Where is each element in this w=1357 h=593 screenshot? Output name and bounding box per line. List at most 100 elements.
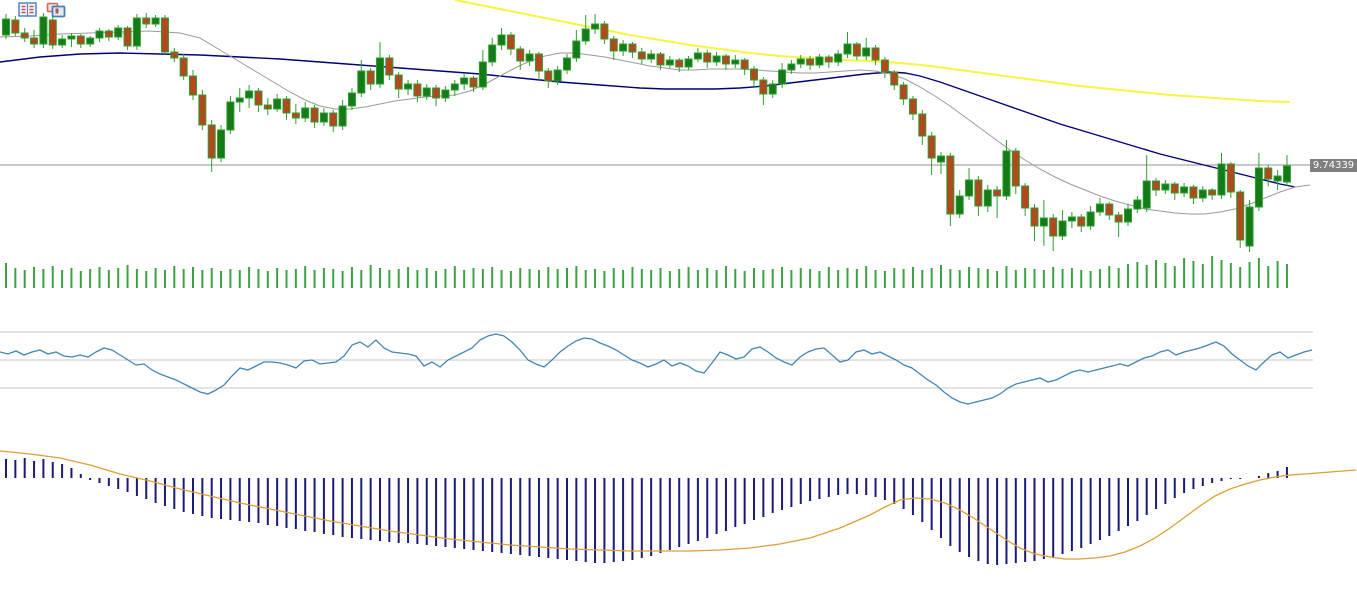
candle-bearish bbox=[1208, 189, 1217, 196]
candle-bullish bbox=[450, 83, 459, 91]
candle-bearish bbox=[394, 74, 403, 90]
candle-bullish bbox=[563, 57, 571, 71]
candle-bullish bbox=[843, 43, 852, 55]
candle-bullish bbox=[357, 70, 366, 94]
candle-bullish bbox=[1058, 220, 1067, 237]
candle-bearish bbox=[1021, 185, 1030, 209]
candle-bearish bbox=[282, 98, 291, 114]
main-chart-panel[interactable] bbox=[0, 0, 1311, 252]
candle-bullish bbox=[58, 38, 67, 46]
candle-bearish bbox=[1152, 180, 1161, 191]
candle-bearish bbox=[366, 70, 375, 85]
candle-bullish bbox=[376, 57, 384, 85]
candle-bullish bbox=[581, 28, 590, 42]
candle-bullish bbox=[834, 53, 843, 63]
candle-bullish bbox=[95, 30, 104, 39]
candle-bullish bbox=[1254, 167, 1263, 208]
candle-bearish bbox=[198, 94, 207, 126]
candle-bullish bbox=[151, 17, 160, 25]
candle-bullish bbox=[67, 35, 76, 40]
candle-bearish bbox=[189, 75, 197, 96]
candle-bearish bbox=[656, 53, 665, 66]
candle-bearish bbox=[890, 71, 899, 86]
candle-bullish bbox=[1198, 189, 1207, 199]
candle-bullish bbox=[226, 101, 235, 131]
candle-bullish bbox=[1095, 203, 1104, 213]
candle-bullish bbox=[965, 179, 974, 197]
candle-bullish bbox=[768, 83, 777, 95]
oscillator-line bbox=[0, 333, 1313, 405]
candle-bullish bbox=[404, 83, 413, 90]
candle-bullish bbox=[338, 105, 347, 127]
candle-bullish bbox=[787, 63, 796, 71]
candle-bullish bbox=[217, 129, 226, 159]
candle-bullish bbox=[693, 52, 702, 60]
volume-panel[interactable] bbox=[5, 256, 1288, 288]
candle-bullish bbox=[815, 56, 824, 66]
candle-bearish bbox=[104, 30, 113, 38]
candle-bearish bbox=[76, 35, 85, 45]
candle-bearish bbox=[170, 51, 179, 59]
candle-bearish bbox=[48, 19, 57, 46]
candle-bearish bbox=[750, 68, 758, 81]
candle-bullish bbox=[619, 43, 628, 52]
candle-bullish bbox=[778, 69, 787, 85]
candle-bearish bbox=[871, 47, 880, 61]
ma-mid-navy-line bbox=[0, 52, 1296, 188]
candle-bullish bbox=[1217, 163, 1226, 196]
quotes-table-icon[interactable] bbox=[18, 2, 38, 18]
candle-bearish bbox=[1189, 186, 1198, 199]
candle-bearish bbox=[469, 77, 478, 88]
candle-bearish bbox=[20, 32, 29, 39]
macd-panel[interactable] bbox=[0, 450, 1357, 565]
candle-bullish bbox=[684, 58, 693, 68]
candle-bearish bbox=[609, 38, 618, 52]
candle-bullish bbox=[86, 37, 95, 45]
candle-bullish bbox=[347, 92, 356, 107]
candle-bearish bbox=[1114, 214, 1123, 223]
candle-bearish bbox=[628, 43, 637, 53]
candle-bullish bbox=[1142, 180, 1151, 209]
candle-bearish bbox=[1170, 183, 1179, 194]
candle-bearish bbox=[993, 189, 1002, 197]
candle-bearish bbox=[329, 112, 338, 127]
candle-bearish bbox=[385, 57, 394, 76]
candle-bullish bbox=[114, 27, 123, 38]
candle-bullish bbox=[591, 23, 600, 30]
candle-bearish bbox=[824, 56, 833, 63]
candle-bearish bbox=[310, 107, 319, 123]
candle-bearish bbox=[254, 90, 263, 106]
chart-toolbar bbox=[18, 2, 66, 18]
candle-bullish bbox=[1180, 186, 1189, 194]
candle-bullish bbox=[301, 107, 310, 119]
chart-windows-icon[interactable] bbox=[46, 2, 66, 18]
candle-bearish bbox=[179, 57, 188, 77]
candle-bullish bbox=[1086, 211, 1095, 227]
candle-bearish bbox=[291, 112, 300, 119]
candle-bullish bbox=[132, 17, 141, 47]
candle-bearish bbox=[1236, 191, 1245, 241]
candle-bearish bbox=[974, 179, 983, 207]
candle-bearish bbox=[946, 155, 955, 215]
oscillator-panel[interactable] bbox=[0, 331, 1313, 405]
candle-bearish bbox=[908, 98, 917, 115]
candle-bearish bbox=[263, 104, 272, 110]
candle-bearish bbox=[160, 17, 169, 53]
candle-bullish bbox=[1282, 165, 1291, 183]
candle-bullish bbox=[422, 87, 431, 97]
candle-bullish bbox=[572, 40, 581, 59]
candle-bearish bbox=[544, 70, 553, 82]
candle-bearish bbox=[1049, 217, 1058, 237]
candle-bullish bbox=[1124, 208, 1132, 223]
candle-bearish bbox=[880, 59, 889, 73]
candle-bullish bbox=[1273, 175, 1282, 182]
ma-fast-gray-line bbox=[0, 30, 1311, 215]
candle-bearish bbox=[1264, 167, 1273, 180]
current-price-tag: 9.74339 bbox=[1310, 159, 1357, 172]
candle-bearish bbox=[432, 87, 441, 99]
candle-bullish bbox=[937, 155, 945, 163]
candle-bullish bbox=[862, 47, 871, 57]
candle-bullish bbox=[497, 34, 506, 46]
